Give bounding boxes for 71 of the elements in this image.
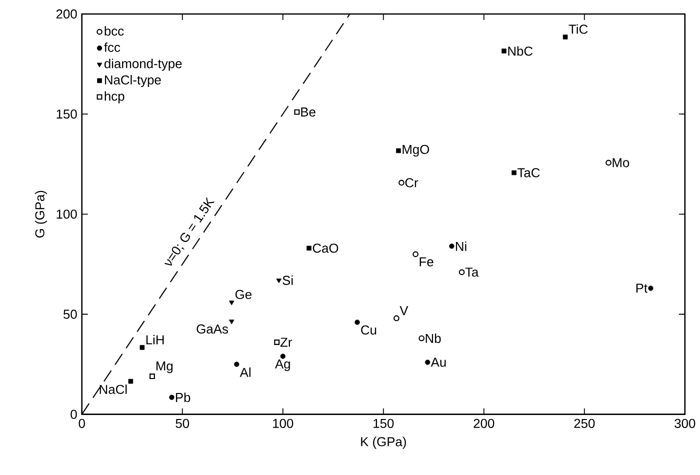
point — [140, 344, 145, 350]
legend-label: NaCl-type — [104, 74, 161, 87]
x-tick-label: 250 — [574, 418, 595, 428]
point — [394, 315, 400, 322]
annotation: Zr — [280, 338, 292, 347]
annotation: Ni — [456, 241, 466, 251]
point — [229, 320, 234, 324]
annotation: LiH — [146, 334, 164, 344]
y-tick-label: 200 — [56, 9, 77, 18]
y-tick-label: 100 — [56, 209, 77, 219]
point — [229, 300, 234, 306]
legend-label: hcp — [104, 91, 124, 104]
legend-label: fcc — [104, 42, 120, 52]
point — [274, 339, 280, 345]
point — [648, 286, 654, 291]
annotation: Ge — [235, 290, 252, 299]
legend-label: diamond-type — [104, 58, 182, 71]
point — [458, 269, 465, 276]
annotation: TiC — [568, 24, 588, 34]
annotation: CaO — [312, 243, 338, 253]
annotation: Au — [430, 358, 446, 367]
x-tick-label: 200 — [474, 418, 494, 428]
x-tick-label: 300 — [674, 418, 696, 428]
annotation: Cu — [361, 325, 376, 334]
annotation: Mg — [156, 361, 173, 374]
y-tick-label: 0 — [70, 410, 77, 419]
point — [412, 251, 418, 258]
y-tick-label: 50 — [63, 310, 77, 319]
point — [169, 394, 174, 400]
point — [354, 320, 360, 325]
annotation: Be — [301, 107, 316, 116]
annotation: Al — [240, 367, 250, 377]
annotation: V — [400, 306, 408, 315]
point — [425, 360, 430, 365]
annotation: Fe — [420, 257, 434, 266]
legend-label: bcc — [104, 26, 124, 36]
x-tick-label: 100 — [273, 418, 294, 428]
point — [606, 160, 612, 166]
point — [306, 246, 312, 250]
x-tick-label: 150 — [374, 418, 394, 428]
annotation: Pb — [176, 392, 190, 402]
annotation: NaCl — [100, 384, 127, 394]
point — [418, 335, 425, 342]
point — [294, 109, 300, 115]
annotation: Cr — [405, 178, 418, 188]
annotation: Si — [282, 275, 293, 285]
annotation: NbC — [508, 46, 533, 56]
point — [449, 243, 454, 249]
annotation: Mo — [612, 158, 630, 168]
point — [149, 373, 155, 379]
point — [562, 34, 568, 40]
annotation: Ta — [465, 268, 479, 277]
y-axis-title: G (GPa) — [34, 190, 47, 238]
point — [276, 278, 282, 284]
x-tick-label: 0 — [78, 418, 85, 428]
x-axis-title: K (GPa) — [361, 436, 406, 449]
annotation: Ag — [275, 359, 290, 371]
annotation: Nb — [426, 333, 441, 343]
point — [512, 170, 516, 175]
annotation: GaAs — [196, 324, 228, 334]
point — [234, 362, 240, 367]
annotation: TaC — [518, 168, 540, 178]
annotation: Pt — [636, 284, 648, 293]
y-tick-label: 150 — [56, 109, 77, 119]
x-tick-label: 50 — [176, 418, 190, 428]
point — [398, 180, 404, 186]
annotation: MgO — [402, 144, 430, 156]
point — [128, 378, 134, 384]
point — [502, 48, 506, 54]
point — [280, 354, 286, 359]
point — [396, 148, 401, 153]
